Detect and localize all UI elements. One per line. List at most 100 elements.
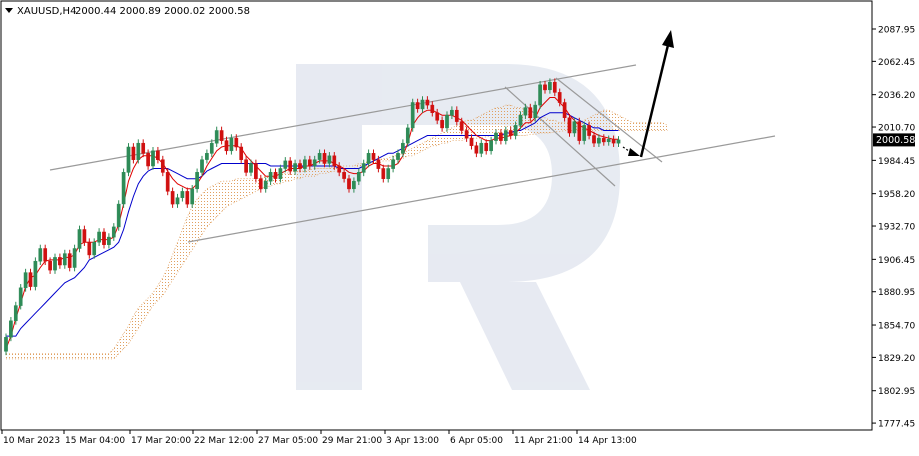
candle	[219, 126, 224, 145]
candle	[435, 108, 440, 125]
candle	[499, 129, 503, 145]
x-tick-label: 15 Mar 04:00	[65, 436, 125, 446]
candle	[347, 174, 351, 193]
candle	[601, 134, 606, 146]
x-tick-label: 11 Apr 21:00	[514, 436, 573, 446]
candle	[82, 225, 87, 246]
candle	[288, 157, 293, 175]
candle	[548, 78, 552, 94]
candle	[87, 238, 92, 259]
y-tick-label: 1984.45	[878, 157, 915, 167]
candle	[185, 187, 190, 208]
candle	[13, 301, 18, 325]
candle	[342, 168, 346, 183]
candle	[332, 152, 337, 170]
candle	[425, 96, 430, 109]
candle	[38, 244, 43, 265]
candle	[405, 124, 410, 147]
forecast-arrows	[622, 30, 674, 158]
candle	[72, 244, 77, 272]
candle	[410, 98, 415, 132]
trend-line-2[interactable]	[187, 135, 776, 243]
y-tick-label: 1880.95	[878, 288, 915, 298]
last-price-tag: 2000.58	[873, 133, 915, 147]
candle	[371, 149, 376, 164]
candle	[454, 106, 459, 126]
trend-line-3[interactable]	[504, 86, 616, 187]
y-tick-label: 1802.95	[878, 387, 915, 397]
candle	[165, 168, 170, 196]
price-axis: 2087.95 2062.45 2036.20 2010.70 1984.45 1958.…	[872, 26, 915, 430]
candle	[484, 139, 489, 155]
candle	[107, 233, 111, 249]
candle	[503, 126, 508, 145]
x-tick-label: 22 Mar 12:00	[194, 436, 254, 446]
x-tick-label: 6 Apr 05:00	[450, 436, 503, 446]
candle	[592, 131, 596, 147]
candle	[312, 155, 317, 170]
candle	[327, 152, 332, 168]
candle	[356, 168, 361, 186]
candle	[293, 159, 297, 175]
y-tick-label: 1932.70	[878, 223, 915, 233]
candle	[92, 238, 97, 259]
y-tick-label: 2062.45	[878, 58, 915, 68]
candle	[445, 111, 449, 132]
candle	[464, 126, 469, 142]
x-tick-label: 27 Mar 05:00	[258, 436, 318, 446]
candle	[528, 103, 533, 122]
y-tick-label: 2036.20	[878, 91, 915, 101]
candle	[43, 244, 48, 265]
candle	[263, 177, 268, 193]
x-tick-label: 17 Mar 20:00	[131, 436, 191, 446]
candle	[391, 155, 395, 173]
watermark-logo	[296, 64, 620, 390]
x-tick-label: 3 Apr 13:00	[386, 436, 439, 446]
y-tick-label: 1958.20	[878, 190, 915, 200]
candle	[469, 134, 474, 150]
y-tick-label: 2087.95	[878, 26, 915, 36]
candle	[611, 135, 616, 147]
candle	[317, 149, 322, 164]
candle	[474, 141, 479, 158]
candle	[557, 88, 562, 107]
candle	[4, 333, 8, 356]
candle	[567, 113, 572, 137]
candle	[180, 187, 185, 202]
candle	[440, 116, 444, 132]
candle	[141, 139, 146, 158]
candle	[258, 174, 263, 193]
candle	[156, 146, 160, 164]
candle	[361, 159, 366, 177]
y-tick-label: 1906.45	[878, 256, 915, 266]
down-arrow-head-icon	[628, 148, 640, 156]
candle	[146, 149, 150, 170]
candle	[62, 249, 67, 269]
y-tick-label: 1829.20	[878, 354, 915, 364]
candle	[23, 268, 28, 292]
symbol-label: XAUUSD,H4	[17, 6, 76, 17]
candle	[606, 135, 611, 146]
candle	[214, 126, 219, 147]
candle	[459, 117, 464, 135]
candle	[67, 249, 72, 272]
candle	[131, 143, 136, 164]
candle	[533, 101, 538, 122]
candle	[523, 103, 528, 120]
y-tick-label: 2010.70	[878, 124, 915, 134]
candle	[430, 101, 435, 117]
candle	[376, 155, 381, 173]
candle	[200, 155, 204, 177]
dropdown-triangle-icon[interactable]	[5, 8, 13, 13]
candle	[352, 177, 356, 193]
candle	[249, 159, 253, 177]
candle	[562, 98, 567, 122]
candle	[582, 121, 587, 145]
chart-header: XAUUSD,H4 2000.44 2000.89 2000.02 2000.5…	[5, 6, 250, 17]
candle	[53, 253, 57, 274]
candle	[48, 257, 52, 274]
candle	[175, 193, 180, 208]
up-arrow-head-icon	[662, 30, 674, 48]
candle	[151, 146, 155, 170]
